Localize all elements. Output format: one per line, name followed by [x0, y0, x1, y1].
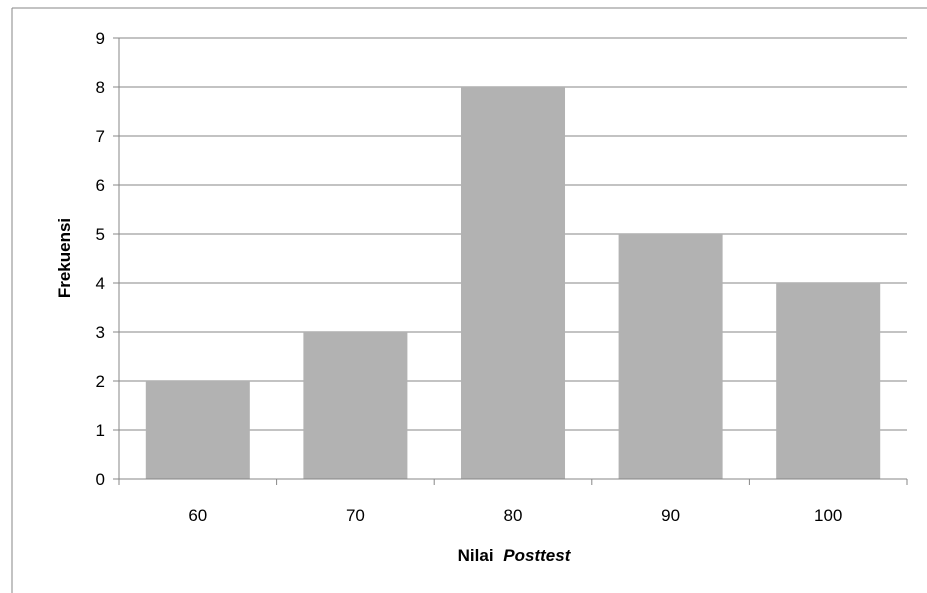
y-tick-label: 7 — [96, 127, 105, 146]
x-axis-title-italic: Posttest — [503, 546, 571, 565]
y-tick-label: 1 — [96, 421, 105, 440]
bar-60 — [145, 381, 250, 479]
x-tick-label: 100 — [814, 506, 842, 525]
bar-70 — [303, 332, 408, 479]
y-tick-label: 5 — [96, 225, 105, 244]
x-tick-label: 60 — [188, 506, 207, 525]
y-tick-label: 2 — [96, 372, 105, 391]
x-axis-title-main: Nilai — [458, 546, 494, 565]
bar-100 — [776, 283, 881, 479]
y-tick-label: 8 — [96, 78, 105, 97]
y-tick-labels: 0 1 2 3 4 5 6 7 8 9 — [96, 29, 105, 489]
bars — [145, 87, 881, 479]
y-tick-label: 9 — [96, 29, 105, 48]
x-tick-label: 90 — [661, 506, 680, 525]
y-axis-title: Frekuensi — [55, 218, 74, 298]
y-tick-label: 6 — [96, 176, 105, 195]
y-tick-label: 3 — [96, 323, 105, 342]
axes — [113, 37, 908, 485]
bar-80 — [460, 87, 566, 479]
x-axis-title: Nilai Posttest — [458, 546, 572, 565]
y-tick-label: 0 — [96, 470, 105, 489]
bar-90 — [618, 234, 723, 479]
y-tick-label: 4 — [96, 274, 105, 293]
x-tick-labels: 60 70 80 90 100 — [188, 506, 842, 525]
x-tick-label: 80 — [504, 506, 523, 525]
x-tick-label: 70 — [346, 506, 365, 525]
